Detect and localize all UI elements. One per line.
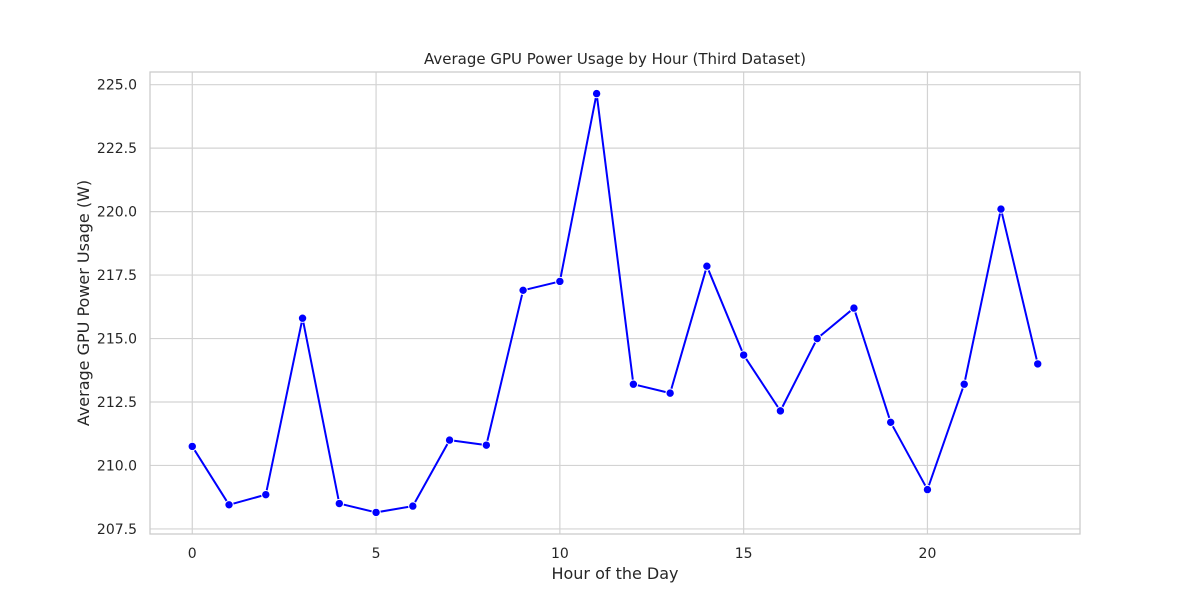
data-point <box>738 350 749 360</box>
data-point <box>702 261 712 271</box>
data-point <box>297 313 308 323</box>
data-point <box>371 507 381 518</box>
data-point <box>444 435 455 445</box>
y-tick-label: 207.5 <box>97 522 137 538</box>
x-tick-labels: 0 5 10 15 20 <box>188 546 937 562</box>
data-point <box>849 303 859 313</box>
data-point <box>555 276 565 287</box>
data-series <box>187 88 1043 518</box>
x-tick-label: 20 <box>919 546 937 562</box>
x-tick-label: 10 <box>551 546 569 562</box>
data-point <box>996 204 1006 214</box>
y-tick-labels: 207.5 210.0 212.5 215.0 217.5 220.0 222.5 225.0 <box>97 78 137 538</box>
data-point <box>885 417 896 428</box>
data-point <box>628 379 639 389</box>
plot-area-frame <box>149 71 1081 535</box>
data-point <box>812 333 822 344</box>
y-tick-label: 225.0 <box>97 78 137 94</box>
y-axis-label: Average GPU Power Usage (W) <box>74 180 93 426</box>
grid-lines <box>150 72 1080 534</box>
data-point <box>481 440 492 450</box>
y-tick-label: 222.5 <box>97 141 137 157</box>
data-point <box>224 500 234 510</box>
x-tick-label: 0 <box>188 546 197 562</box>
x-tick-label: 5 <box>372 546 381 562</box>
y-tick-label: 217.5 <box>97 268 137 284</box>
data-point <box>959 379 969 389</box>
data-point <box>408 501 418 511</box>
data-point <box>922 484 933 495</box>
series-line <box>191 92 1039 514</box>
data-point <box>665 388 675 398</box>
data-point <box>334 498 345 509</box>
x-axis-label: Hour of the Day <box>551 564 678 583</box>
y-tick-label: 210.0 <box>97 458 137 474</box>
data-point <box>187 441 197 452</box>
x-tick-label: 15 <box>735 546 753 562</box>
data-point <box>1033 359 1043 369</box>
data-point <box>591 88 602 99</box>
y-tick-label: 215.0 <box>97 332 137 348</box>
data-point <box>775 406 786 416</box>
chart-title: Average GPU Power Usage by Hour (Third D… <box>424 50 806 68</box>
y-tick-label: 212.5 <box>97 395 137 411</box>
data-point <box>261 489 271 500</box>
data-point <box>518 285 528 296</box>
y-tick-label: 220.0 <box>97 205 137 221</box>
